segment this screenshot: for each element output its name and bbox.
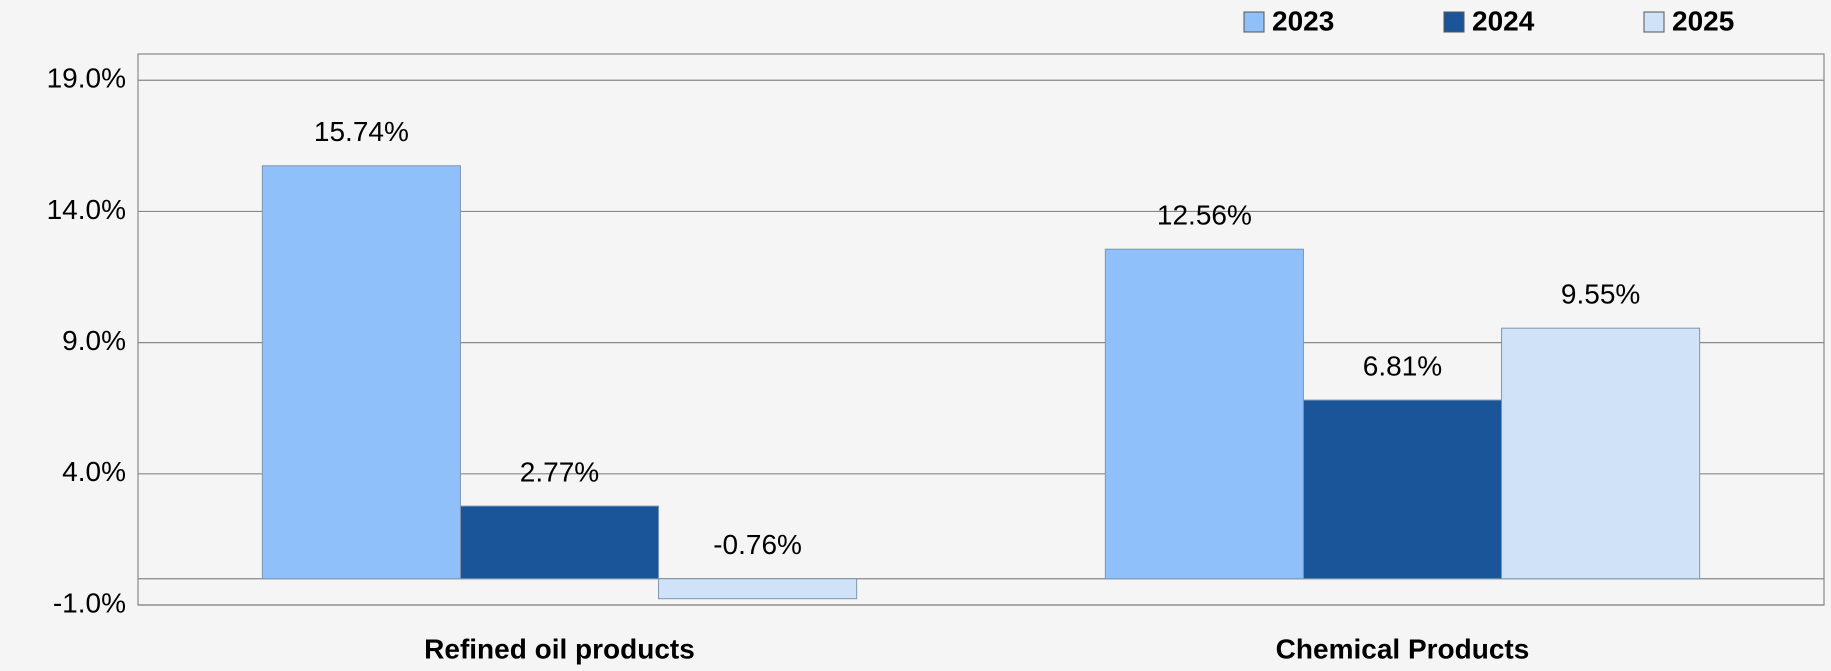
bar bbox=[1501, 327, 1701, 580]
value-label: 6.81% bbox=[1363, 350, 1442, 381]
bar bbox=[459, 505, 660, 580]
legend-swatch bbox=[1643, 11, 1665, 33]
bar bbox=[1302, 399, 1503, 580]
value-label: 12.56% bbox=[1157, 200, 1252, 231]
legend-label: 2025 bbox=[1672, 5, 1734, 36]
value-label: -0.76% bbox=[713, 529, 802, 560]
bar bbox=[1104, 248, 1304, 580]
legend-label: 2024 bbox=[1472, 5, 1535, 36]
legend-swatch bbox=[1443, 11, 1465, 33]
y-tick-label: 4.0% bbox=[62, 456, 126, 487]
bar bbox=[658, 578, 858, 600]
y-tick-label: 9.0% bbox=[62, 325, 126, 356]
legend-label: 2023 bbox=[1272, 5, 1334, 36]
x-tick-label: Refined oil products bbox=[424, 633, 695, 664]
y-tick-label: -1.0% bbox=[53, 587, 126, 618]
bar bbox=[261, 165, 461, 580]
x-tick-label: Chemical Products bbox=[1276, 633, 1530, 664]
legend-swatch bbox=[1243, 11, 1265, 33]
value-label: 2.77% bbox=[520, 456, 599, 487]
value-label: 15.74% bbox=[314, 116, 409, 147]
value-label: 9.55% bbox=[1561, 279, 1640, 310]
y-tick-label: 14.0% bbox=[47, 194, 126, 225]
y-tick-label: 19.0% bbox=[47, 63, 126, 94]
